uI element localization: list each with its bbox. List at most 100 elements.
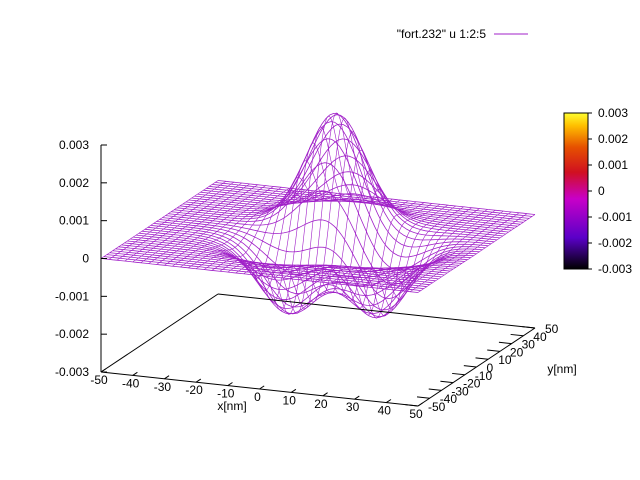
- x-tick-label: 0: [254, 390, 261, 404]
- x-tick-label: -50: [90, 373, 108, 387]
- mesh-line-x: [409, 213, 528, 292]
- x-tick: [195, 378, 202, 383]
- mesh-line-x: [306, 202, 425, 309]
- y-tick-label: 20: [510, 345, 524, 359]
- mesh-line-y: [177, 112, 495, 243]
- mesh-line-y: [136, 234, 454, 291]
- mesh-line-x: [172, 187, 290, 267]
- colorbar-tick-label: 0.001: [598, 158, 628, 172]
- mesh-line-x: [148, 185, 266, 264]
- y-tick-label: -40: [440, 392, 458, 406]
- y-tick-label: 50: [545, 322, 559, 336]
- back-axis-line: [217, 293, 536, 329]
- mesh-line-x: [188, 189, 306, 269]
- z-tick-label: 0: [82, 252, 89, 266]
- x-tick: [259, 385, 265, 390]
- y-tick-label: 10: [498, 353, 512, 367]
- mesh-line-x: [283, 149, 401, 294]
- surface-mesh: [100, 112, 536, 319]
- mesh-line-x: [394, 211, 512, 291]
- y-tick: [487, 349, 500, 352]
- y-tick: [498, 341, 512, 345]
- x-tick: [100, 368, 106, 373]
- colorbar: 0.003 0.002 0.001 0 -0.001 -0.002 -0.003: [563, 106, 632, 276]
- x-tick: [290, 388, 297, 393]
- z-tick-label: -0.002: [55, 327, 89, 341]
- colorbar-tick-label: 0.002: [598, 132, 628, 146]
- mesh-line-x: [259, 112, 377, 309]
- base-axis-line: [100, 293, 219, 373]
- colorbar-tick-label: 0: [598, 184, 605, 198]
- legend: "fort.232" u 1:2:5: [397, 27, 528, 41]
- x-tick: [227, 382, 233, 387]
- mesh-line-x: [108, 181, 227, 260]
- x-axis-label: x[nm]: [217, 399, 246, 413]
- x-tick-label: 30: [346, 400, 360, 414]
- axes: [100, 145, 536, 407]
- x-tick: [354, 395, 360, 400]
- y-tick-label: 30: [522, 338, 536, 352]
- mesh-line-x: [227, 160, 345, 303]
- y-tick: [452, 372, 465, 376]
- x-tick-label: 50: [409, 407, 423, 421]
- mesh-line-x: [330, 204, 448, 317]
- colorbar-gradient: [563, 112, 589, 270]
- x-tick-label: 10: [283, 393, 297, 407]
- y-tick-label: 40: [533, 330, 547, 344]
- colorbar-tick-label: -0.002: [598, 236, 632, 250]
- y-tick: [522, 326, 536, 329]
- mesh-line-x: [386, 210, 504, 290]
- x-tick: [164, 375, 170, 380]
- mesh-line-x: [267, 118, 385, 303]
- y-tick-label: -50: [428, 400, 446, 414]
- mesh-line-x: [362, 208, 480, 287]
- colorbar-tick-label: -0.001: [598, 210, 632, 224]
- mesh-line-x: [164, 187, 282, 266]
- colorbar-ticks: 0.003 0.002 0.001 0 -0.001 -0.002 -0.003: [588, 106, 632, 276]
- x-tick-label: 20: [314, 397, 328, 411]
- y-tick: [416, 396, 430, 399]
- mesh-line-x: [211, 190, 330, 279]
- y-tick-label: -30: [451, 384, 469, 398]
- y-tick: [463, 365, 477, 368]
- mesh-line-x: [180, 188, 298, 268]
- y-axis-label: y[nm]: [547, 362, 576, 376]
- z-tick-label: -0.003: [55, 365, 89, 379]
- y-tick-label: -10: [475, 369, 493, 383]
- mesh-line-x: [132, 183, 250, 263]
- mesh-line-x: [401, 212, 520, 292]
- mesh-line-x: [243, 126, 361, 315]
- mesh-line-x: [116, 181, 234, 261]
- mesh-line-x: [314, 203, 433, 316]
- mesh-line-x: [322, 204, 441, 319]
- x-tick-label: -20: [185, 383, 203, 397]
- mesh-line-x: [124, 182, 242, 262]
- x-tick: [132, 371, 138, 376]
- mesh-line-x: [235, 142, 353, 311]
- mesh-line-x: [100, 180, 219, 259]
- z-tick-label: 0.002: [59, 176, 89, 190]
- mesh-line-x: [156, 186, 274, 265]
- x-tick: [417, 402, 423, 407]
- mesh-line-x: [251, 115, 369, 314]
- y-tick-label: 0: [487, 361, 494, 375]
- x-tick: [386, 399, 392, 404]
- mesh-line-x: [203, 191, 322, 270]
- mesh-line-x: [219, 177, 338, 292]
- x-tick-label: -10: [217, 387, 235, 401]
- mesh-line-x: [140, 184, 258, 264]
- y-tick-label: -20: [463, 377, 481, 391]
- y-tick: [510, 333, 524, 337]
- y-tick: [475, 357, 489, 360]
- x-tick: [322, 392, 328, 397]
- z-tick-label: -0.001: [55, 289, 89, 303]
- x-tick-label: -30: [154, 380, 172, 394]
- y-tick: [440, 380, 454, 384]
- mesh-line-x: [378, 209, 496, 289]
- colorbar-tick-label: -0.003: [598, 262, 632, 276]
- legend-label: "fort.232" u 1:2:5: [397, 27, 487, 41]
- x-tick-label: 40: [378, 404, 392, 418]
- mesh-line-x: [370, 209, 488, 288]
